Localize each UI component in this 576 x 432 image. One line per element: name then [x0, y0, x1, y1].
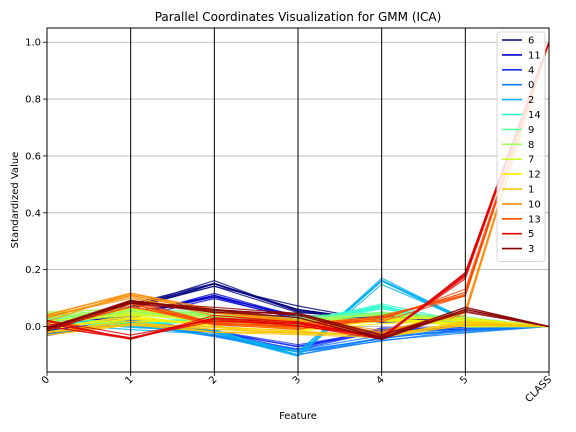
y-tick-label: 0.0	[25, 322, 41, 333]
y-axis-label: Standardized Value	[10, 152, 21, 249]
legend-label: 12	[528, 170, 541, 181]
legend-item-9: 9	[502, 125, 534, 136]
legend-item-13: 13	[502, 214, 541, 225]
y-tick-label: 0.6	[25, 151, 41, 162]
legend-item-3: 3	[502, 244, 534, 255]
legend-item-5: 5	[502, 229, 534, 240]
legend-item-4: 4	[502, 65, 534, 76]
legend-label: 2	[528, 95, 534, 106]
legend-label: 7	[528, 155, 534, 166]
legend-label: 0	[528, 80, 534, 91]
legend-item-8: 8	[502, 140, 534, 151]
legend-item-12: 12	[502, 170, 541, 181]
legend-label: 10	[528, 199, 541, 210]
legend-item-10: 10	[502, 199, 541, 210]
legend-item-11: 11	[502, 50, 541, 61]
legend-item-2: 2	[502, 95, 534, 106]
legend-item-0: 0	[502, 80, 534, 91]
legend-label: 3	[528, 244, 534, 255]
legend-label: 14	[528, 110, 541, 121]
legend: 6 11 4 0 2 14 9 8 7 12 1 10 13 5 3	[496, 31, 546, 262]
chart-title: Parallel Coordinates Visualization for G…	[155, 10, 442, 24]
legend-box	[496, 31, 546, 262]
legend-label: 13	[528, 214, 541, 225]
y-tick-label: 1.0	[25, 38, 41, 49]
legend-item-6: 6	[502, 36, 534, 47]
legend-item-1: 1	[502, 185, 534, 196]
y-tick-label: 0.2	[25, 265, 41, 276]
legend-label: 4	[528, 65, 534, 76]
legend-item-14: 14	[502, 110, 541, 121]
x-axis-label: Feature	[279, 411, 317, 422]
legend-label: 1	[528, 185, 534, 196]
legend-label: 11	[528, 50, 541, 61]
legend-item-7: 7	[502, 155, 534, 166]
legend-label: 9	[528, 125, 534, 136]
y-tick-label: 0.8	[25, 95, 41, 106]
y-tick-label: 0.4	[25, 208, 41, 219]
legend-label: 6	[528, 36, 534, 47]
legend-label: 5	[528, 229, 534, 240]
legend-label: 8	[528, 140, 534, 151]
